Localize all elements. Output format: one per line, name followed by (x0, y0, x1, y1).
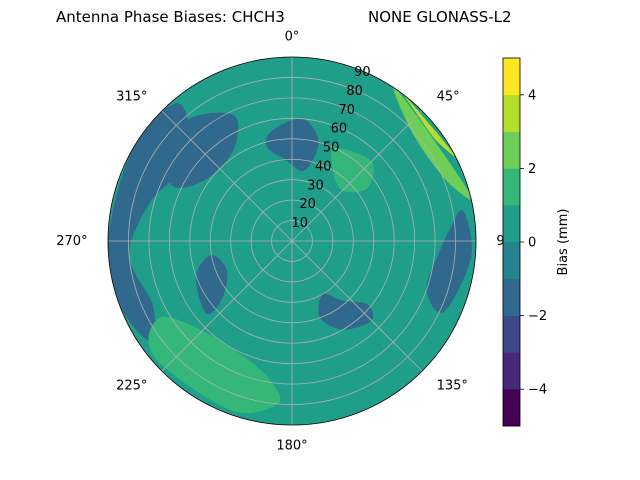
angular-tick-label: 315° (116, 89, 147, 104)
polar-grid (107, 56, 477, 426)
colorbar-segment (503, 389, 520, 427)
angular-tick-label: 0° (285, 30, 300, 45)
radial-tick-label: 60 (331, 122, 348, 137)
radial-tick-label: 20 (299, 197, 316, 212)
contour-region-positive-north-lobe (331, 148, 374, 193)
colorbar-label: Bias (mm) (556, 209, 571, 276)
contour-region-negative-southeast (318, 293, 374, 330)
chart-title-right: NONE GLONASS-L2 (368, 8, 512, 26)
colorbar-segment (503, 278, 520, 316)
grid-spoke-135 (291, 240, 423, 372)
angular-tick-label: 45° (437, 89, 460, 104)
radial-tick-label: 90 (354, 65, 371, 80)
colorbar-tick-label: −4 (528, 383, 547, 398)
colorbar-segment (503, 352, 520, 390)
grid-spoke-45 (291, 110, 423, 242)
colorbar-tick-label: 0 (528, 236, 536, 251)
radial-tick-label: 70 (339, 103, 356, 118)
contour-region-positive-northeast-band (393, 87, 472, 200)
chart-title-left: Antenna Phase Biases: CHCH3 (56, 8, 285, 26)
colorbar-tick-label: 2 (528, 162, 536, 177)
radial-tick-label: 30 (307, 178, 324, 193)
colorbar-segment (503, 315, 520, 353)
plot-frame (107, 56, 477, 426)
contour-region-positive-northeast-rim (403, 94, 456, 157)
radial-tick-label: 10 (292, 216, 309, 231)
colorbar-segment (503, 131, 520, 169)
colorbar-tick-label: 4 (528, 88, 536, 103)
contour-region-negative-southwest (195, 255, 228, 315)
colorbar-segment (503, 94, 520, 132)
colorbar-tick-label: −2 (528, 309, 547, 324)
contour-region-positive-south-wide (148, 316, 281, 414)
colorbar-segment (503, 205, 520, 243)
colorbar-segment (503, 168, 520, 206)
radial-tick-label: 40 (315, 159, 332, 174)
colorbar: −4 −2 0 2 4 Bias (mm) (502, 57, 571, 427)
grid-spoke-225 (161, 240, 293, 372)
angular-tick-label: 270° (56, 234, 87, 249)
radial-tick-label: 50 (323, 141, 340, 156)
angular-tick-label: 225° (116, 379, 147, 394)
angular-tick-label: 135° (437, 379, 468, 394)
angular-tick-label: 180° (276, 438, 307, 453)
colorbar-segment (503, 58, 520, 96)
contour-region-negative-east (426, 209, 472, 313)
grid-spoke-315 (161, 110, 293, 242)
radial-tick-label: 80 (346, 84, 363, 99)
colorbar-segment (503, 242, 520, 280)
contour-regions (108, 87, 472, 414)
